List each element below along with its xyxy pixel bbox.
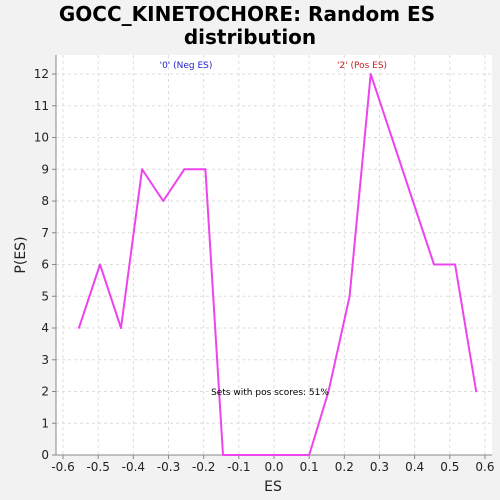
- data-point-7: [222, 454, 224, 456]
- y-tick-label-11: 11: [34, 99, 49, 113]
- tick-labels: -0.6 -0.5 -0.4 -0.3 -0.2 -0.1 0.0 0.1 0.2 0.3 0.4 0…: [34, 67, 495, 474]
- y-tick-label-6: 6: [41, 258, 49, 272]
- y-axis-label: P(ES): [13, 236, 29, 273]
- data-point-17: [433, 263, 435, 266]
- data-point-2: [120, 327, 122, 329]
- data-point-3: [141, 168, 144, 171]
- chart-title-line-2: distribution: [184, 25, 316, 49]
- series-line-0: [77, 73, 478, 456]
- x-tick-label-12: 0.6: [475, 460, 494, 474]
- data-point-8: [243, 454, 246, 456]
- x-tick-label-8: 0.2: [335, 460, 354, 474]
- y-tick-label-12: 12: [34, 67, 49, 81]
- grid: [56, 55, 492, 456]
- x-tick-label-2: -0.4: [122, 460, 145, 474]
- x-tick-label-9: 0.3: [370, 460, 389, 474]
- data-point-0: [77, 327, 80, 329]
- pos-scores-annotation: Sets with pos scores: 51%: [211, 388, 329, 398]
- y-tick-label-7: 7: [41, 226, 49, 240]
- x-tick-label-0: -0.6: [51, 460, 74, 474]
- x-tick-label-7: 0.1: [300, 460, 319, 474]
- data-point-12: [327, 390, 330, 393]
- data-point-1: [99, 263, 101, 266]
- x-tick-label-10: 0.4: [405, 460, 424, 474]
- data-point-15: [390, 136, 393, 139]
- y-tick-label-3: 3: [41, 353, 49, 367]
- pos-es-label: '2' (Pos ES): [337, 61, 387, 71]
- data-point-11: [308, 454, 311, 456]
- data-point-9: [264, 454, 267, 456]
- data-point-4: [162, 200, 165, 202]
- data-point-18: [454, 263, 456, 266]
- y-tick-label-4: 4: [41, 321, 49, 335]
- data-point-14: [369, 73, 372, 75]
- y-tick-label-1: 1: [41, 416, 49, 430]
- x-tick-label-4: -0.2: [192, 460, 215, 474]
- y-tick-label-10: 10: [34, 131, 49, 145]
- data-point-16: [411, 200, 414, 202]
- x-tick-label-3: -0.3: [157, 460, 180, 474]
- neg-es-label: '0' (Neg ES): [160, 61, 213, 71]
- x-tick-label-6: 0.0: [264, 460, 283, 474]
- data-point-13: [348, 295, 351, 298]
- x-tick-label-11: 0.5: [440, 460, 459, 474]
- x-axis-label: ES: [264, 479, 282, 495]
- data-point-19: [475, 390, 478, 393]
- y-tick-label-9: 9: [41, 162, 49, 176]
- y-tick-label-8: 8: [41, 194, 49, 208]
- x-tick-label-5: -0.1: [227, 460, 250, 474]
- data-point-10: [285, 454, 288, 456]
- y-tick-label-0: 0: [41, 448, 49, 462]
- data-point-6: [204, 168, 207, 171]
- series-layer: [77, 73, 478, 456]
- chart-title-line-1: GOCC_KINETOCHORE: Random ES: [59, 2, 435, 26]
- x-tick-label-1: -0.5: [86, 460, 109, 474]
- data-point-5: [183, 168, 186, 171]
- y-tick-label-5: 5: [41, 289, 49, 303]
- y-tick-label-2: 2: [41, 385, 49, 399]
